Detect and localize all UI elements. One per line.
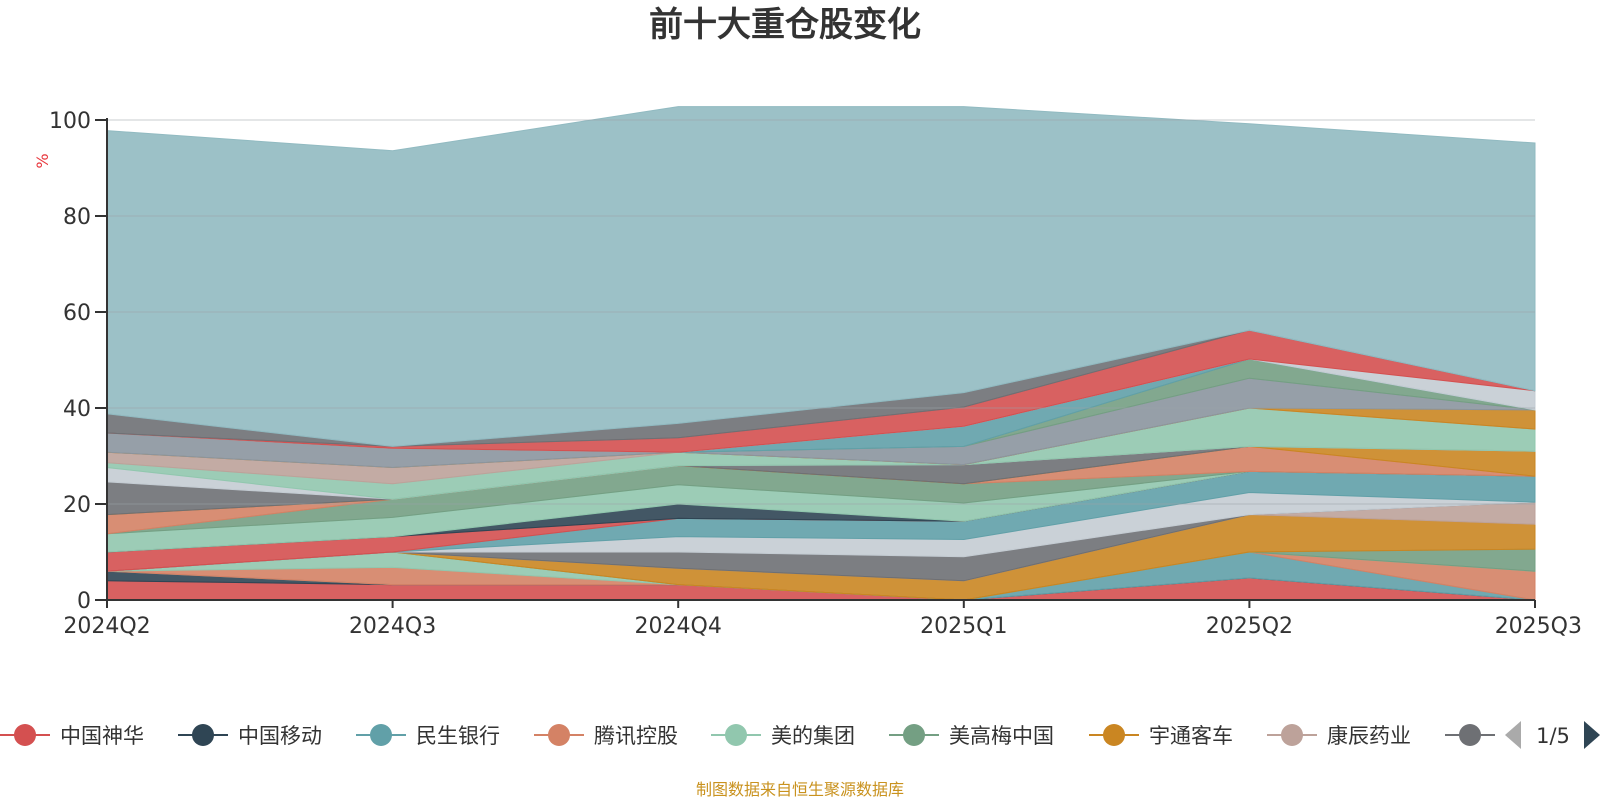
- legend-item[interactable]: 民生银行: [356, 724, 500, 748]
- grid-lines: [107, 119, 1535, 505]
- area-其他[interactable]: [106, 106, 1536, 447]
- legend-marker: [903, 724, 925, 746]
- x-tick-label: 2025Q3: [1495, 614, 1582, 639]
- legend-item[interactable]: 中国移动: [178, 724, 322, 748]
- legend-item[interactable]: 美高梅中国: [889, 724, 1054, 748]
- data-source-note: 制图数据来自恒生聚源数据库: [696, 780, 904, 799]
- legend-item[interactable]: 腾讯控股: [534, 724, 678, 748]
- y-tick-label: 60: [63, 301, 91, 326]
- legend-label: 美的集团: [771, 724, 855, 748]
- x-tick-label: 2024Q3: [349, 614, 436, 639]
- legend-page-indicator: 1/5: [1536, 724, 1570, 748]
- legend-marker: [370, 724, 392, 746]
- legend-marker: [725, 724, 747, 746]
- y-tick-label: 100: [49, 109, 91, 134]
- legend-item[interactable]: 康辰药业: [1267, 724, 1411, 748]
- y-axis-ticks: 0 20 40 60 80 100: [49, 109, 107, 614]
- legend-label: 中国神华: [60, 724, 144, 748]
- area-series-group: [106, 106, 1536, 601]
- legend-label: 中国移动: [238, 724, 322, 748]
- y-axis-unit: %: [33, 153, 52, 168]
- legend-item[interactable]: 宇通客车: [1089, 724, 1233, 748]
- legend-label: 康辰药业: [1327, 724, 1411, 748]
- legend-item[interactable]: [1445, 724, 1495, 746]
- x-tick-label: 2024Q2: [63, 614, 150, 639]
- x-tick-label: 2024Q4: [635, 614, 722, 639]
- y-tick-label: 40: [63, 397, 91, 422]
- legend-item[interactable]: 中国神华: [0, 724, 144, 748]
- legend-label: 美高梅中国: [949, 724, 1054, 748]
- triangle-left-icon[interactable]: [1505, 721, 1521, 749]
- legend-marker: [14, 724, 36, 746]
- legend-marker: [192, 724, 214, 746]
- legend-marker: [1103, 724, 1125, 746]
- x-tick-label: 2025Q1: [920, 614, 1007, 639]
- axes: [106, 118, 1535, 601]
- legend-label: 民生银行: [416, 724, 500, 748]
- x-tick-label: 2025Q2: [1206, 614, 1293, 639]
- legend-marker: [1281, 724, 1303, 746]
- triangle-right-icon[interactable]: [1584, 721, 1600, 749]
- legend-label: 腾讯控股: [594, 724, 678, 748]
- y-tick-label: 0: [77, 589, 91, 614]
- y-tick-label: 20: [63, 493, 91, 518]
- legend-marker: [1459, 724, 1481, 746]
- chart-title: 前十大重仓股变化: [649, 5, 921, 45]
- legend-marker: [548, 724, 570, 746]
- legend-item[interactable]: 美的集团: [711, 724, 855, 748]
- x-axis-ticks: 2024Q2 2024Q3 2024Q4 2025Q1 2025Q2 2025Q3: [63, 600, 1582, 639]
- y-tick-label: 80: [63, 205, 91, 230]
- legend: 中国神华 中国移动 民生银行 腾讯控股 美的集团 美高梅中国 宇通客车 康辰药业 1/5: [0, 721, 1600, 749]
- legend-label: 宇通客车: [1149, 724, 1233, 748]
